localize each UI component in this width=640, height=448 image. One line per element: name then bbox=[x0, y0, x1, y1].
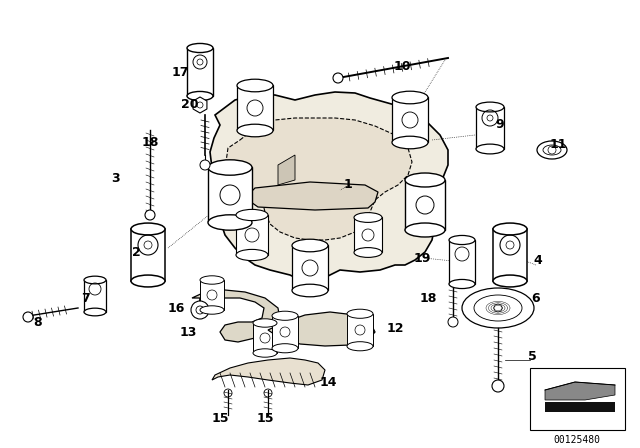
Text: 15: 15 bbox=[256, 412, 274, 425]
Text: 6: 6 bbox=[532, 292, 540, 305]
Text: 17: 17 bbox=[172, 65, 189, 78]
Ellipse shape bbox=[292, 239, 328, 252]
Bar bbox=[292, 246, 328, 290]
Text: 9: 9 bbox=[496, 119, 504, 132]
Bar bbox=[236, 215, 268, 255]
Bar bbox=[187, 48, 213, 96]
Polygon shape bbox=[278, 155, 295, 185]
Ellipse shape bbox=[476, 144, 504, 154]
Bar bbox=[237, 86, 273, 130]
Bar bbox=[405, 180, 445, 230]
Ellipse shape bbox=[462, 288, 534, 328]
Circle shape bbox=[145, 210, 155, 220]
Ellipse shape bbox=[405, 223, 445, 237]
Bar bbox=[530, 368, 625, 430]
Circle shape bbox=[191, 301, 209, 319]
Ellipse shape bbox=[493, 275, 527, 287]
Ellipse shape bbox=[292, 284, 328, 297]
Bar bbox=[272, 316, 298, 348]
Ellipse shape bbox=[537, 141, 567, 159]
Ellipse shape bbox=[253, 349, 277, 357]
Text: 7: 7 bbox=[82, 292, 90, 305]
Text: 12: 12 bbox=[387, 322, 404, 335]
Ellipse shape bbox=[493, 223, 527, 235]
Bar bbox=[449, 240, 475, 284]
Polygon shape bbox=[192, 290, 280, 342]
Text: 15: 15 bbox=[211, 412, 228, 425]
Ellipse shape bbox=[131, 275, 165, 287]
Ellipse shape bbox=[208, 160, 252, 175]
Ellipse shape bbox=[253, 319, 277, 327]
Circle shape bbox=[333, 73, 343, 83]
Bar bbox=[84, 280, 106, 312]
Polygon shape bbox=[193, 97, 207, 113]
Circle shape bbox=[448, 317, 458, 327]
Polygon shape bbox=[248, 182, 378, 210]
Bar bbox=[347, 314, 373, 346]
Ellipse shape bbox=[200, 276, 224, 284]
Text: 11: 11 bbox=[549, 138, 567, 151]
Text: 18: 18 bbox=[419, 292, 436, 305]
Ellipse shape bbox=[449, 236, 475, 245]
Text: 14: 14 bbox=[319, 375, 337, 388]
Bar bbox=[476, 107, 504, 149]
Ellipse shape bbox=[354, 213, 382, 222]
Bar bbox=[208, 168, 252, 223]
Ellipse shape bbox=[347, 309, 373, 318]
Bar bbox=[545, 402, 615, 412]
Ellipse shape bbox=[187, 43, 213, 52]
Ellipse shape bbox=[272, 311, 298, 320]
Ellipse shape bbox=[84, 276, 106, 284]
Ellipse shape bbox=[187, 91, 213, 100]
Bar bbox=[493, 229, 527, 281]
Polygon shape bbox=[268, 312, 375, 346]
Text: 13: 13 bbox=[179, 326, 196, 339]
Circle shape bbox=[200, 160, 210, 170]
Bar bbox=[200, 280, 224, 310]
Polygon shape bbox=[212, 358, 325, 385]
Text: 2: 2 bbox=[132, 246, 140, 258]
Ellipse shape bbox=[449, 280, 475, 289]
Ellipse shape bbox=[236, 209, 268, 220]
Ellipse shape bbox=[237, 124, 273, 137]
Polygon shape bbox=[210, 92, 448, 282]
Text: 4: 4 bbox=[534, 254, 542, 267]
Text: 1: 1 bbox=[344, 178, 353, 191]
Text: 18: 18 bbox=[141, 135, 159, 148]
Text: 20: 20 bbox=[181, 99, 199, 112]
Polygon shape bbox=[226, 118, 412, 240]
Ellipse shape bbox=[236, 250, 268, 261]
Text: 00125480: 00125480 bbox=[554, 435, 600, 445]
Ellipse shape bbox=[476, 102, 504, 112]
Circle shape bbox=[492, 380, 504, 392]
Ellipse shape bbox=[354, 248, 382, 258]
Ellipse shape bbox=[272, 344, 298, 353]
Text: 8: 8 bbox=[34, 316, 42, 329]
Ellipse shape bbox=[405, 173, 445, 187]
Bar bbox=[131, 229, 165, 281]
Ellipse shape bbox=[392, 91, 428, 104]
Text: 16: 16 bbox=[167, 302, 185, 314]
Ellipse shape bbox=[131, 223, 165, 235]
Ellipse shape bbox=[208, 215, 252, 230]
Text: 19: 19 bbox=[413, 251, 431, 264]
Ellipse shape bbox=[200, 306, 224, 314]
Ellipse shape bbox=[347, 342, 373, 351]
Ellipse shape bbox=[237, 79, 273, 92]
Circle shape bbox=[23, 312, 33, 322]
Text: 3: 3 bbox=[112, 172, 120, 185]
Bar bbox=[253, 323, 277, 353]
Bar bbox=[392, 98, 428, 142]
Ellipse shape bbox=[392, 136, 428, 149]
Ellipse shape bbox=[84, 308, 106, 316]
Text: 10: 10 bbox=[393, 60, 411, 73]
Polygon shape bbox=[545, 382, 615, 400]
Text: 5: 5 bbox=[527, 349, 536, 362]
Bar bbox=[354, 217, 382, 253]
